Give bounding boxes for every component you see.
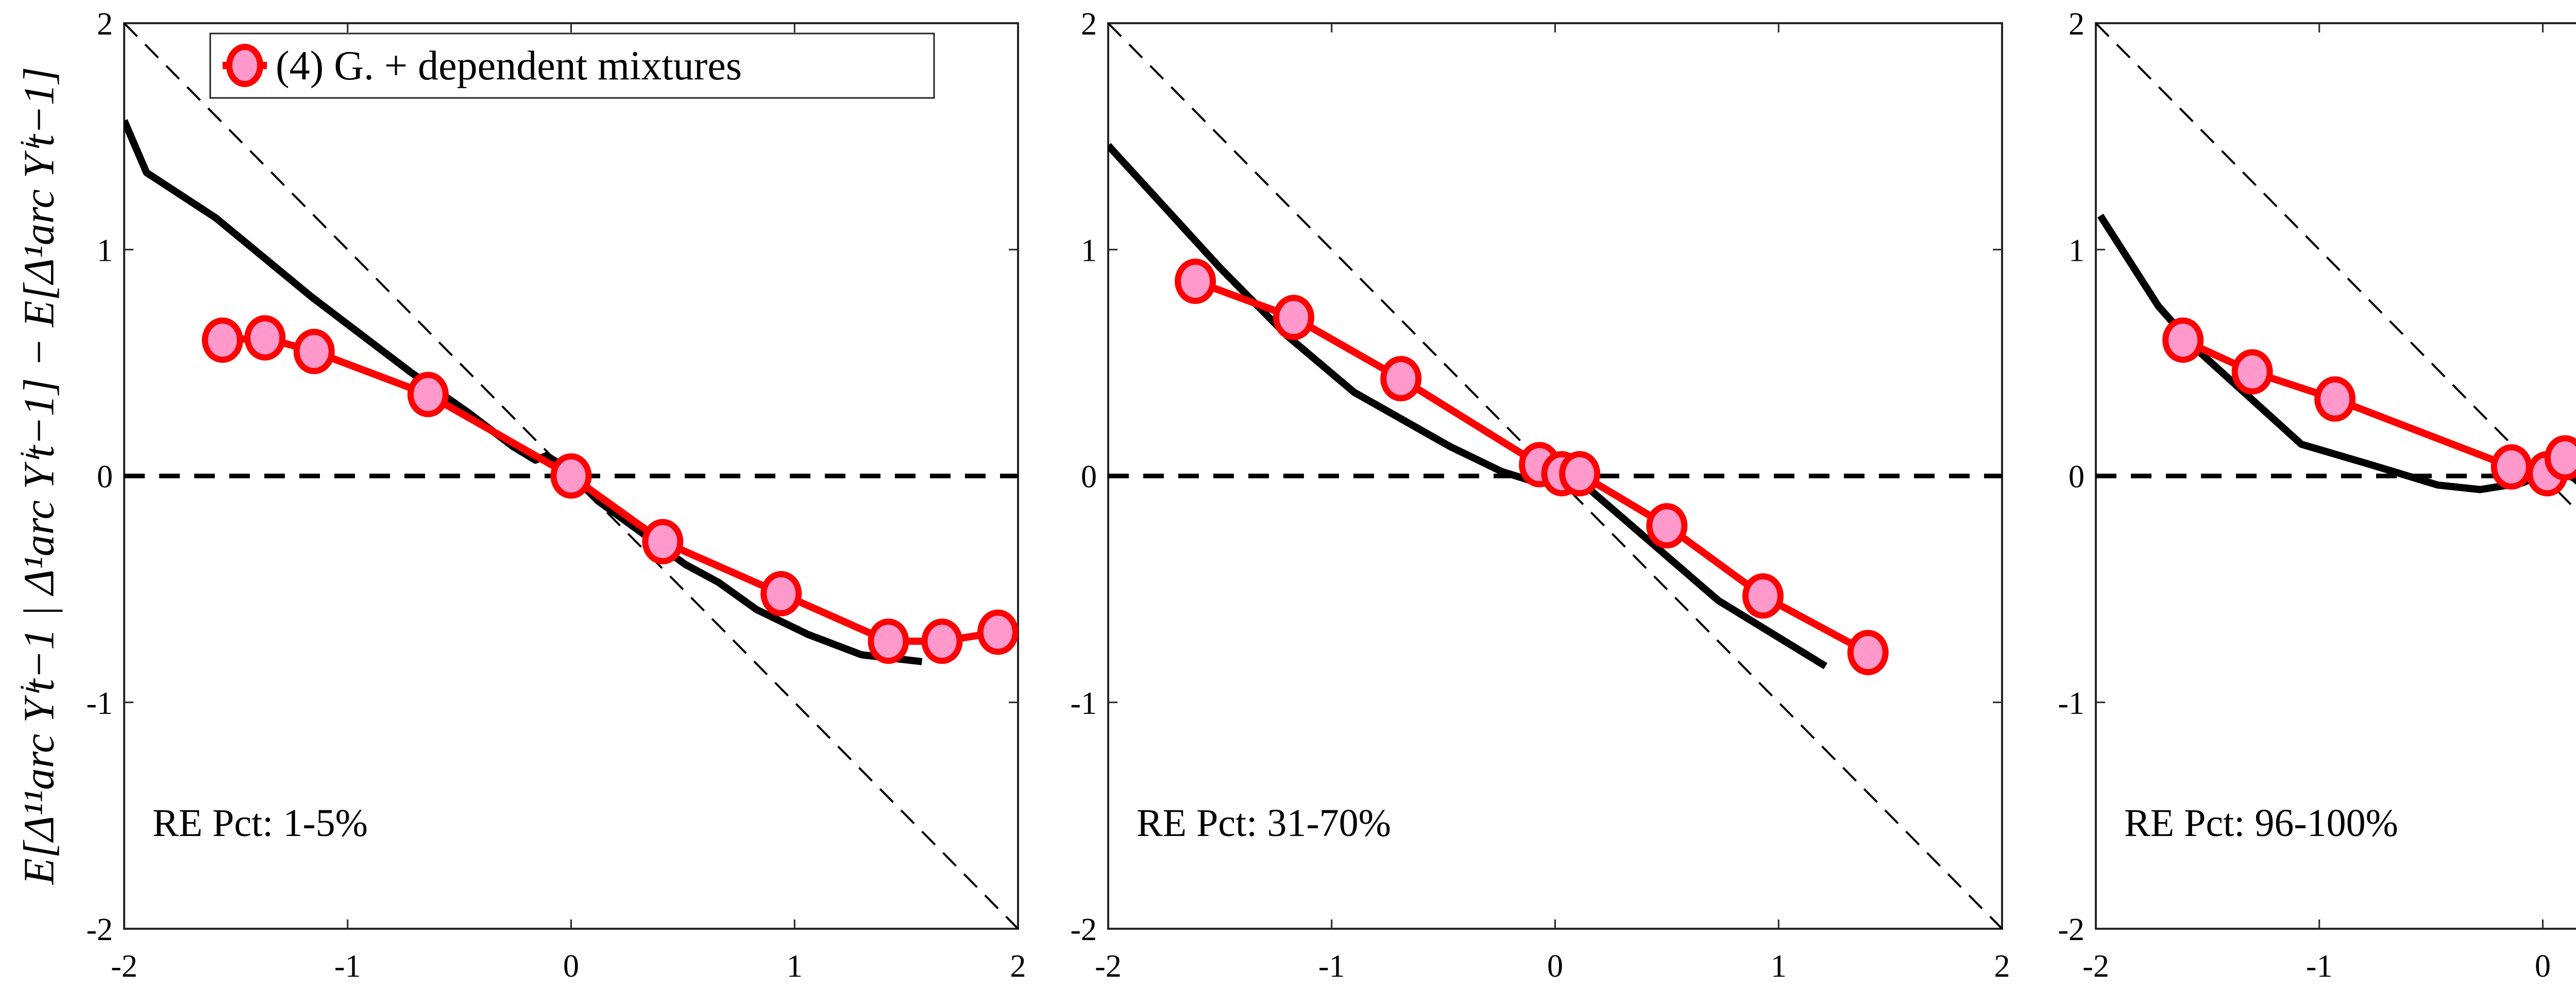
model-marker [1847,630,1889,676]
x-tick-label: 0 [2535,949,2551,984]
y-tick-label: -2 [86,912,113,947]
model-marker [2544,435,2576,481]
x-tick-label: -1 [334,949,361,984]
legend-marker-icon [226,44,263,87]
panel-2: -2 -1 0 1 2 -2 -1 0 1 2 RE Pct: 31-70% [1070,7,2010,984]
model-marker [921,618,963,664]
model-marker [550,453,592,499]
y-tick-label: 0 [1081,460,1097,495]
y-tick-label: -2 [2058,912,2084,947]
y-tick-label: 1 [2069,233,2084,268]
legend-label: (4) G. + dependent mixtures [276,43,742,89]
model-marker [760,571,802,616]
x-tick-label: 1 [787,949,803,984]
y-tick-label: -2 [1070,912,1097,947]
model-marker [977,609,1018,655]
model-marker [2162,317,2204,363]
model-line [222,334,999,645]
y-tick-label: 1 [1081,233,1097,268]
data-line [124,119,923,665]
x-tick-label: 2 [1010,949,1026,984]
model-marker [868,618,909,664]
model-marker [2314,376,2356,422]
model-marker [1380,356,1422,402]
x-tick-label: -2 [1095,949,1122,984]
y-tick-label: -1 [2058,686,2084,721]
panel-annotation: RE Pct: 1-5% [152,801,368,845]
y-tick-label: -1 [1070,686,1097,721]
panel-annotation: RE Pct: 96-100% [2124,801,2398,845]
model-marker [642,518,684,564]
model-marker [2490,444,2532,490]
y-tick-label: 2 [1081,7,1097,42]
x-tick-label: -1 [1318,949,1345,984]
model-marker [244,315,286,361]
y-tick-label: 0 [2069,460,2084,495]
model-marker [1273,295,1315,341]
model-marker [293,328,335,374]
model-marker [407,372,449,417]
x-tick-label: -2 [2082,949,2109,984]
y-tick-label: 0 [97,460,113,495]
model-marker [1175,258,1216,304]
y-tick-label: 1 [97,233,113,268]
y-tick-label: 2 [2069,7,2084,42]
model-marker [1646,503,1688,549]
panel-1: -2 -1 0 1 2 -2 -1 0 1 2 RE Pct: 1-5% (4) G. + depen… [86,7,1026,984]
model-marker [1559,451,1601,497]
model-marker [2231,349,2273,395]
x-tick-label: 0 [1547,949,1563,984]
model-marker [201,317,243,363]
panel-annotation: RE Pct: 31-70% [1137,801,1391,845]
data-line [1108,143,1827,670]
x-tick-label: 1 [1771,949,1787,984]
y-tick-label: 2 [97,7,113,42]
x-tick-label: 0 [563,949,579,984]
y-tick-label: -1 [86,686,113,721]
x-tick-label: -2 [111,949,138,984]
x-tick-label: -1 [2306,949,2333,984]
x-tick-label: 2 [1994,949,2010,984]
legend: (4) G. + dependent mixtures [209,32,935,99]
model-marker [1742,573,1784,619]
